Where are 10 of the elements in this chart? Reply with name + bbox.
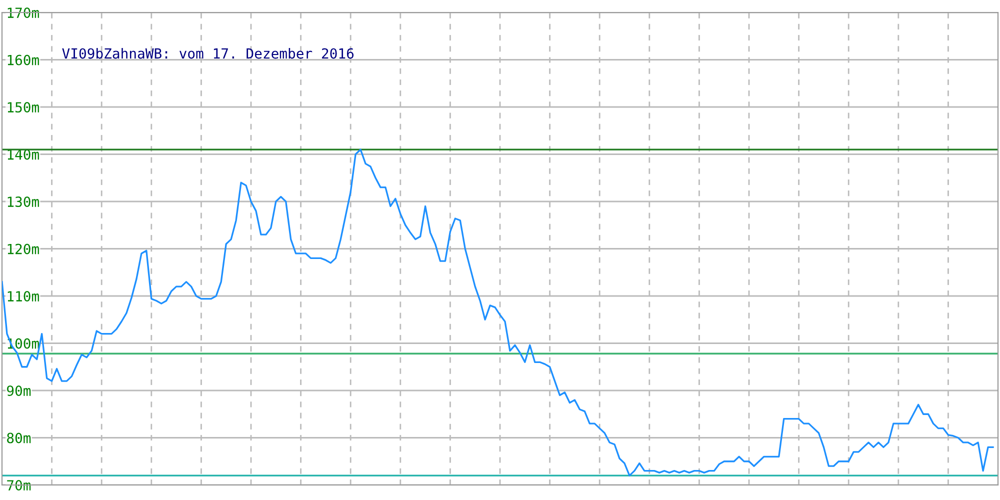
y-tick-label: 160m: [8, 54, 39, 66]
y-tick-label: 140m: [8, 149, 39, 160]
text: VI09bZahnaWB: vom 17. Dezember 2016: [62, 48, 354, 59]
y-tick-label: 90m: [7, 386, 31, 396]
line-series: [2, 148, 994, 476]
y-tick-label: 130m: [8, 196, 39, 208]
y-tick-label: 110m: [8, 291, 39, 302]
y-tick-label: 150m: [8, 102, 39, 113]
y-tick-label: 120m: [8, 244, 39, 254]
y-tick-label: 80m: [7, 432, 31, 444]
